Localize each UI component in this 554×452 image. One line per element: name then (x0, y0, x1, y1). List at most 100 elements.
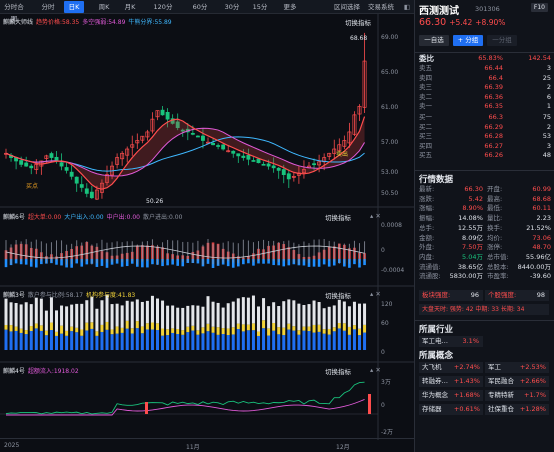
legend-item: 麒麟3号 (3, 292, 25, 299)
stat-value: 5830.00万 (449, 272, 483, 281)
participation-bar (297, 330, 301, 335)
stock-strength-value: 98 (536, 291, 545, 299)
flow-bar (35, 239, 37, 260)
stats-row: 流通股: 5830.00万 市盈率: -39.60 (419, 272, 551, 281)
pane1-switch-indicator[interactable]: 切换指标 (345, 19, 371, 27)
period-tab[interactable]: 15分 (252, 3, 268, 11)
trade-system-button[interactable]: 交易系统 (368, 3, 394, 11)
participation-bar (267, 306, 271, 329)
concept-chip[interactable]: 转融券… +1.43% (419, 376, 483, 387)
flow-bar (348, 243, 350, 264)
flow-bar (247, 259, 250, 264)
participation-bar (115, 326, 119, 334)
period-tab[interactable]: 周K (98, 3, 110, 11)
candle-body (89, 191, 94, 199)
flow-bar (75, 259, 78, 264)
flow-bar (55, 259, 58, 265)
pane2-switch-indicator[interactable]: 切换指标 (325, 214, 351, 222)
flow-bar (272, 259, 275, 266)
concept-chip[interactable]: 华为概念 +1.68% (419, 390, 483, 401)
period-tab[interactable]: 120分 (153, 3, 173, 11)
participation-bar (95, 335, 99, 350)
pane3-close-icon[interactable]: ▴ ✕ (370, 290, 381, 298)
participation-bar (105, 294, 109, 322)
candle-body (271, 165, 276, 169)
sidebar-toggle-icon[interactable]: ◧ (403, 3, 411, 11)
candle-body (140, 135, 145, 141)
chart-canvas (0, 14, 414, 440)
participation-bar (292, 300, 296, 327)
flow-bar (141, 241, 143, 262)
pane2-close-icon[interactable]: ▴ ✕ (370, 212, 381, 220)
participation-bar (358, 303, 361, 329)
group-button[interactable]: + 分组 (453, 35, 483, 46)
concept-chip[interactable]: 存储器 +0.61% (419, 404, 483, 415)
period-tab[interactable]: 分时合图 (4, 3, 24, 23)
flow-bar (56, 240, 57, 261)
participation-bar (342, 323, 346, 331)
period-tab[interactable]: 分时 (41, 3, 55, 11)
remove-group-button[interactable]: 一分组 (487, 35, 517, 46)
participation-bar (322, 308, 326, 330)
candle-body (29, 165, 34, 169)
participation-bar (211, 332, 215, 350)
concept-chip[interactable]: 社保重仓 +1.28% (485, 404, 549, 415)
legend-item: 中户出:0.00 (106, 214, 140, 221)
period-tab[interactable]: 日K (64, 1, 84, 13)
participation-bar (150, 295, 154, 323)
flow-bar (166, 259, 169, 266)
flow-bar (328, 240, 330, 261)
participation-bar (262, 328, 266, 350)
participation-bar (19, 328, 23, 333)
board-strength: 板块强度: 96 (419, 290, 483, 301)
pane4-close-icon[interactable]: ▴ ✕ (370, 366, 381, 374)
participation-bar (156, 323, 159, 331)
candle-body (79, 184, 84, 188)
candle-body (357, 105, 362, 115)
participation-bar (150, 329, 154, 350)
stat-label: 涨停: (487, 243, 503, 252)
flow-bar (20, 241, 22, 262)
flow-bar (343, 243, 345, 264)
order-ratio: 65.83% (478, 54, 503, 62)
participation-bar (44, 330, 48, 336)
participation-bar (145, 323, 149, 330)
participation-bar (352, 325, 356, 330)
ask-label: 卖一 (419, 102, 432, 110)
f10-button[interactable]: F10 (530, 3, 548, 12)
pane3-switch-indicator[interactable]: 切换指标 (325, 292, 351, 300)
flow-line (5, 245, 365, 259)
ask-price: 66.4 (488, 73, 503, 82)
concept-chip[interactable]: 大飞机 +2.74% (419, 362, 483, 373)
flow-bar (171, 259, 174, 265)
concept-chip[interactable]: 军民融合 +2.66% (485, 376, 549, 387)
flow-bar (105, 259, 109, 268)
participation-bar (196, 334, 200, 350)
stock-strength: 个股强度: 98 (485, 290, 549, 301)
pane4-switch-indicator[interactable]: 切换指标 (325, 368, 351, 376)
concept-chip[interactable]: 军工 +2.53% (485, 362, 549, 373)
participation-bar (297, 303, 301, 331)
participation-bar (14, 303, 18, 327)
concept-chip[interactable]: 专精特新 +1.7% (485, 390, 549, 401)
period-tab[interactable]: 更多 (283, 3, 297, 11)
period-tab[interactable]: 60分 (192, 3, 208, 11)
industry-title: 所属行业 (419, 325, 454, 335)
legend-item: 趋势价格:58.35 (36, 19, 80, 26)
flow-bar (257, 259, 260, 264)
flow-bar (338, 243, 340, 264)
candle-body (347, 131, 352, 144)
add-watchlist-button[interactable]: 一自选 (419, 35, 449, 46)
flow-bar (247, 240, 249, 261)
participation-bar (358, 328, 361, 336)
stat-value: 12.55万 (457, 223, 483, 232)
participation-bar (65, 330, 69, 336)
participation-bar (201, 333, 205, 350)
legend-item: 麒麟6号 (3, 214, 25, 221)
flow-bar (327, 259, 331, 267)
period-tab[interactable]: 月K (124, 3, 136, 11)
region-select-button[interactable]: 区间选择 (334, 3, 360, 11)
period-tab[interactable]: 30分 (224, 3, 240, 11)
participation-bar (14, 326, 18, 331)
industry-chip[interactable]: 军工电… 3.1% (419, 336, 483, 347)
